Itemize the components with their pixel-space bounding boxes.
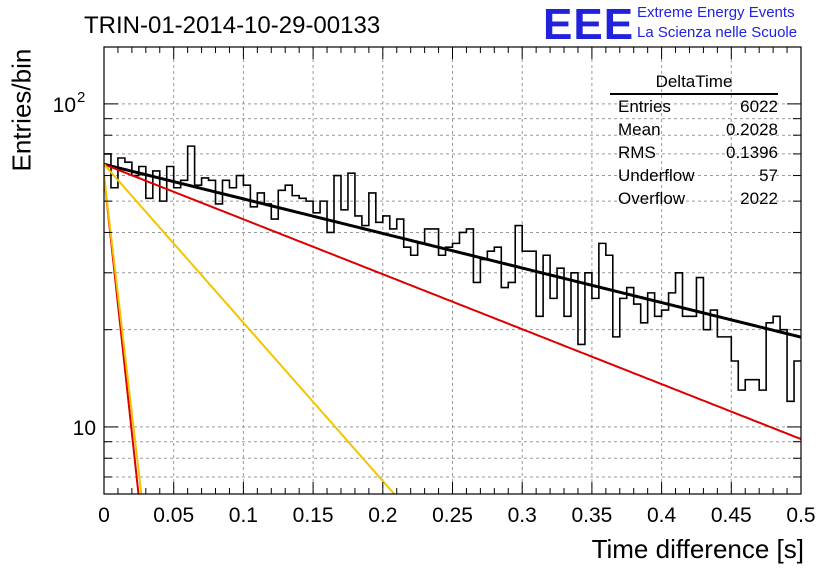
fit-line-medium_component (104, 163, 396, 494)
x-tick-label: 0.3 (508, 504, 537, 527)
x-tick-label: 0.05 (153, 504, 194, 527)
stats-label: Entries (618, 97, 671, 116)
y-tick-label: 10 (53, 94, 76, 117)
stats-box: DeltaTime Entries 6022 Mean 0.2028 RMS 0.13… (610, 72, 778, 210)
x-tick-label: 0.5 (786, 504, 815, 527)
x-tick-label: 0.45 (711, 504, 752, 527)
y-tick-label-exponent: 2 (77, 89, 85, 106)
stats-value: 2022 (740, 189, 778, 208)
stats-row: Mean 0.2028 (610, 118, 778, 141)
fit-line-slow_component (104, 163, 801, 441)
x-tick-label: 0.2 (368, 504, 397, 527)
stats-row: Overflow 2022 (610, 187, 778, 210)
histogram-series (104, 145, 801, 403)
stats-row: Underflow 57 (610, 164, 778, 187)
stats-label: Overflow (618, 189, 686, 208)
x-tick-label: 0.4 (647, 504, 677, 527)
x-tick-label: 0 (98, 504, 110, 527)
x-tick-label: 0.1 (229, 504, 258, 527)
y-axis-label: Entries/bin (6, 48, 37, 172)
eee-logo: EEE (543, 0, 635, 49)
x-axis-label: Time difference [s] (591, 534, 804, 564)
logo-line1: Extreme Energy Events (637, 4, 795, 21)
x-tick-label: 0.35 (571, 504, 612, 527)
stats-row: Entries 6022 (610, 95, 778, 118)
x-tick-label: 0.15 (293, 504, 334, 527)
run-title: TRIN-01-2014-10-29-00133 (84, 12, 381, 39)
stats-label: Mean (618, 120, 661, 139)
stats-label: RMS (618, 143, 656, 162)
logo-line2: La Scienza nelle Scuole (637, 24, 798, 41)
stats-value: 57 (759, 166, 778, 185)
stats-value: 0.2028 (726, 120, 778, 139)
stats-row: RMS 0.1396 (610, 141, 778, 164)
fit-line-total_fit (104, 162, 801, 339)
stats-value: 6022 (740, 97, 778, 116)
stats-value: 0.1396 (726, 143, 778, 162)
stats-title: DeltaTime (610, 72, 778, 95)
x-tick-label: 0.25 (432, 504, 473, 527)
stats-label: Underflow (618, 166, 695, 185)
y-tick-label: 10 (73, 417, 96, 440)
